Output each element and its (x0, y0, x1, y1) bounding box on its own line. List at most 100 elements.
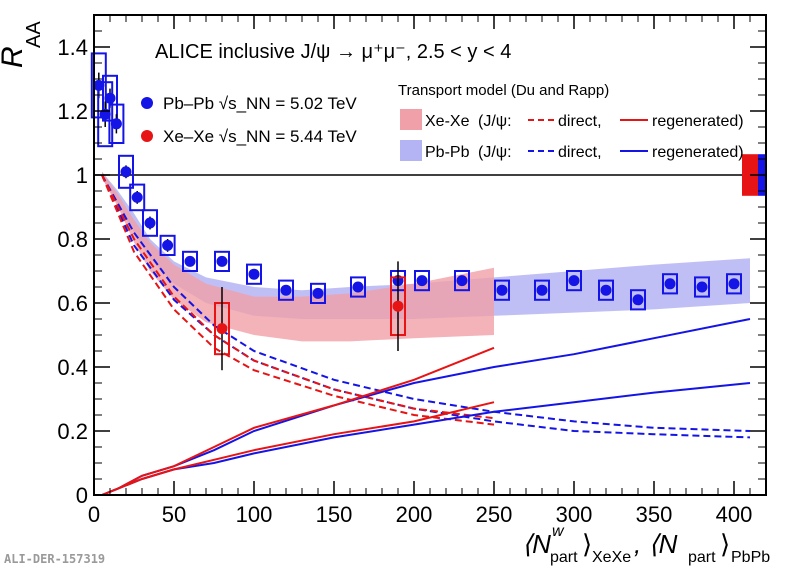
x-label-n2: , ⟨N (634, 529, 678, 559)
data-points (90, 52, 742, 371)
x-tick-label-50: 50 (162, 502, 186, 527)
model-curve-pb-pb-direct-1 (101, 174, 751, 439)
x-label-w: w (552, 523, 565, 540)
model-legend-title: Transport model (Du and Rapp) (398, 82, 609, 99)
x-axis-label: ⟨N w part ⟩ XeXe , ⟨N part ⟩ PbPb (522, 523, 770, 566)
y-tick-label-2: 0.4 (57, 355, 88, 380)
data-point-pbpb-22 (664, 278, 676, 290)
data-point-pbpb-8 (184, 255, 196, 267)
syst-box-pbpb-15 (414, 270, 430, 292)
data-point-pbpb-24 (728, 278, 740, 290)
syst-box-pbpb-18 (534, 279, 550, 301)
syst-box-pbpb-17 (494, 279, 510, 301)
data-point-pbpb-18 (536, 284, 548, 296)
x-tick-label-150: 150 (316, 502, 353, 527)
data-point-pbpb-19 (568, 275, 580, 287)
axis-ticks: 0 50 100 150 200 250 300 350 400 0 0.2 0.4 0.6 0.8 1 1.… (57, 15, 766, 527)
syst-box-pbpb-13 (350, 276, 366, 298)
data-point-pbpb-13 (352, 281, 364, 293)
syst-box-pbpb-3 (108, 103, 125, 144)
legend-xexe-prefix: (J/ψ: (478, 113, 512, 130)
data-point-pbpb-9 (216, 255, 228, 267)
data-legend: Pb–Pb √s_NN = 5.02 TeV Xe–Xe √s_NN = 5.4… (141, 94, 357, 146)
data-point-pbpb-2 (104, 92, 116, 104)
syst-box-pbpb-8 (182, 250, 198, 273)
y-tick-label-5: 1 (76, 163, 88, 188)
x-label-xexe: XeXe (592, 549, 631, 566)
legend-pbpb-direct: direct, (558, 144, 602, 161)
data-point-pbpb-6 (144, 217, 156, 229)
syst-box-pbpb-24 (726, 273, 742, 295)
y-tick-label-4: 0.8 (57, 227, 88, 252)
legend-pbpb-system: Pb-Pb (425, 144, 470, 161)
legend-pbpb-label: Pb–Pb √s_NN = 5.02 TeV (163, 94, 357, 113)
data-point-pbpb-20 (600, 284, 612, 296)
legend-pbpb-prefix: (J/ψ: (478, 144, 512, 161)
data-point-pbpb-17 (496, 284, 508, 296)
x-tick-label-400: 400 (716, 502, 753, 527)
data-point-pbpb-5 (131, 191, 143, 203)
x-label-part2: part (688, 549, 716, 566)
data-point-pbpb-7 (162, 239, 174, 251)
syst-box-pbpb-1 (97, 81, 114, 148)
chart-title: ALICE inclusive J/ψ → μ⁺μ⁻, 2.5 < y < 4 (155, 41, 511, 63)
y-axis-label-sub: AA (23, 21, 45, 48)
data-point-pbpb-12 (312, 287, 324, 299)
data-point-xexe-1 (392, 300, 404, 312)
legend-xexe-direct: direct, (558, 113, 602, 130)
y-tick-label-1: 0.2 (57, 419, 88, 444)
x-label-part1: part (550, 549, 578, 566)
syst-box-pbpb-23 (694, 276, 710, 298)
syst-box-pbpb-16 (454, 270, 470, 292)
x-label-n1: ⟨N (522, 529, 551, 559)
x-tick-label-250: 250 (476, 502, 513, 527)
y-tick-label-6: 1.2 (57, 99, 88, 124)
legend-xexe-regen: regenerated) (652, 113, 744, 130)
syst-box-pbpb-5 (129, 183, 146, 212)
model-curve-pb-pb-regenerated-5 (101, 382, 751, 496)
data-point-pbpb-3 (110, 118, 122, 130)
x-tick-label-200: 200 (396, 502, 433, 527)
y-tick-label-7: 1.4 (57, 35, 88, 60)
model-bands (102, 171, 750, 342)
data-point-pbpb-11 (280, 284, 292, 296)
y-tick-label-0: 0 (76, 483, 88, 508)
legend-pbpb-band-swatch (400, 140, 422, 161)
figure-id-watermark: ALI-DER-157319 (4, 552, 105, 566)
x-label-pbpb: PbPb (731, 549, 770, 566)
legend-xexe-band-swatch (400, 109, 422, 130)
syst-box-pbpb-22 (662, 273, 678, 295)
legend-xexe-marker (141, 130, 153, 142)
y-axis-label: R AA (0, 21, 45, 68)
y-tick-label-3: 0.6 (57, 291, 88, 316)
data-point-pbpb-4 (120, 166, 132, 178)
model-curve-xe-xe-direct-2 (101, 174, 495, 420)
model-curve-pb-pb-direct-0 (101, 174, 751, 432)
syst-box-pbpb-11 (278, 279, 294, 301)
data-point-pbpb-10 (248, 268, 260, 280)
x-tick-label-350: 350 (636, 502, 673, 527)
syst-box-pbpb-4 (118, 154, 134, 189)
data-point-pbpb-23 (696, 281, 708, 293)
data-point-pbpb-21 (632, 294, 644, 306)
model-curve-pb-pb-regenerated-4 (101, 318, 751, 496)
syst-box-pbpb-6 (142, 209, 158, 237)
syst-box-pbpb-9 (214, 250, 230, 273)
model-curve-xe-xe-direct-3 (101, 174, 495, 426)
x-tick-label-100: 100 (236, 502, 273, 527)
model-band-xe-xe-total (102, 171, 494, 342)
data-point-pbpb-16 (456, 275, 468, 287)
model-band-pb-pb-total (102, 171, 750, 319)
x-tick-label-0: 0 (88, 502, 100, 527)
data-point-xexe-0 (216, 323, 228, 335)
syst-box-pbpb-7 (159, 234, 176, 257)
syst-box-pbpb-20 (598, 279, 614, 301)
y-axis-label-main: R (0, 46, 29, 68)
model-curve-xe-xe-regenerated-7 (101, 401, 495, 496)
x-label-close1: ⟩ (582, 529, 592, 559)
model-curves (101, 174, 751, 496)
legend-pbpb-regen: regenerated) (652, 144, 744, 161)
x-label-close2: ⟩ (720, 529, 730, 559)
legend-xexe-label: Xe–Xe √s_NN = 5.44 TeV (163, 127, 357, 146)
